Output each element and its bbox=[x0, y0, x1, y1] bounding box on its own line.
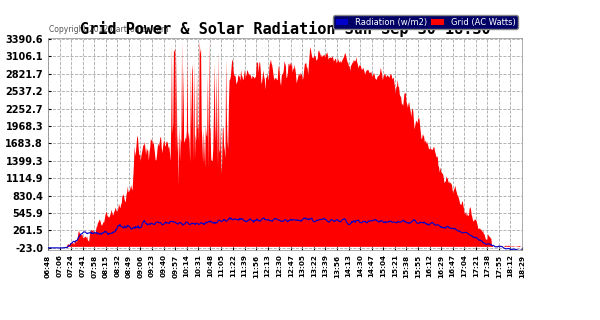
Title: Grid Power & Solar Radiation Sun Sep 30 18:30: Grid Power & Solar Radiation Sun Sep 30 … bbox=[80, 21, 490, 37]
Legend: Radiation (w/m2), Grid (AC Watts): Radiation (w/m2), Grid (AC Watts) bbox=[334, 15, 518, 29]
Text: Copyright 2012 Cartronics.com: Copyright 2012 Cartronics.com bbox=[49, 25, 169, 34]
